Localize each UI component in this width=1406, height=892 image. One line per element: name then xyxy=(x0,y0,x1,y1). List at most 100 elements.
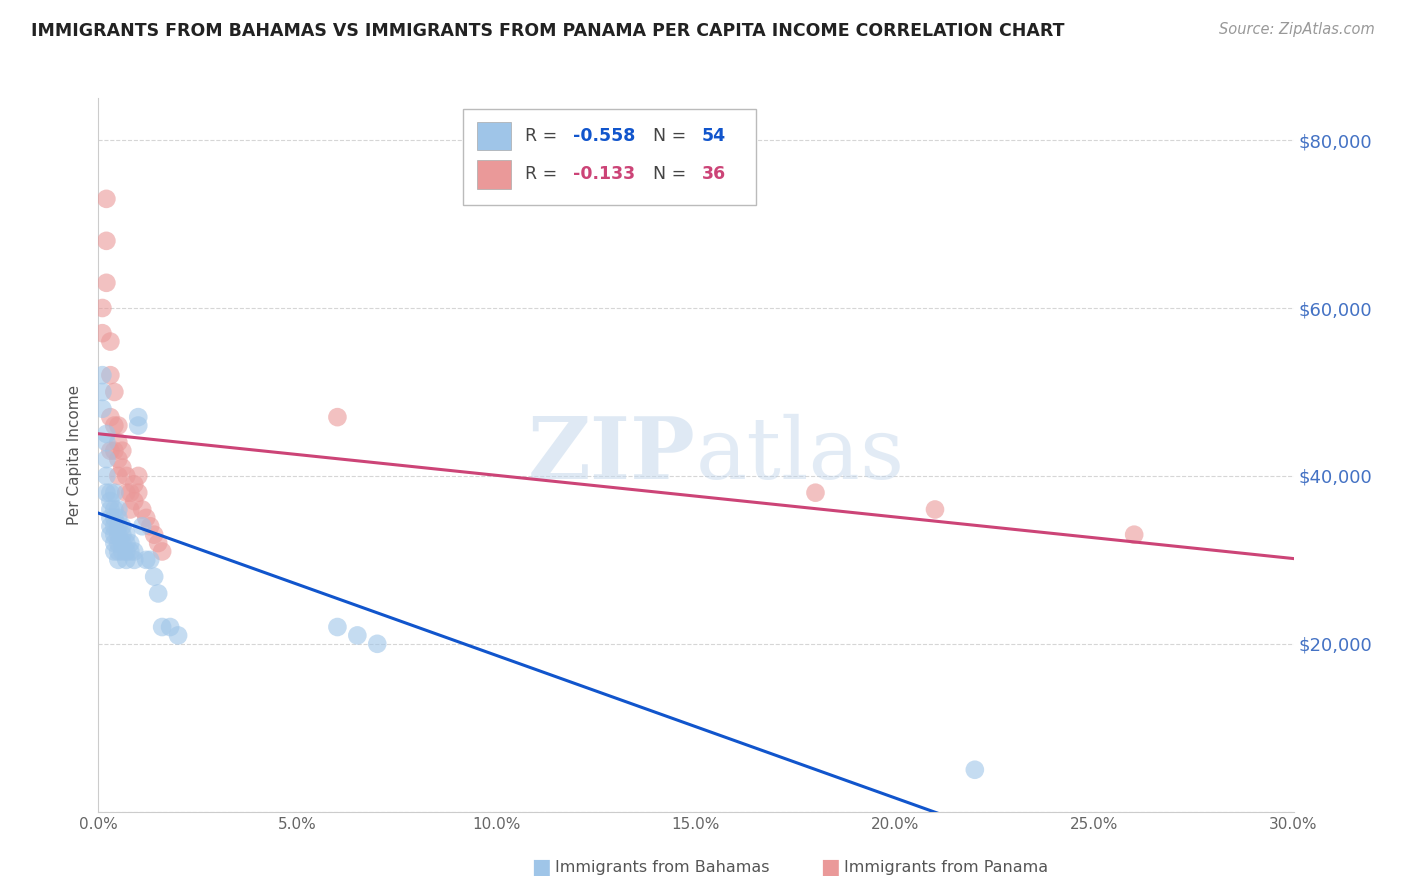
Text: ■: ■ xyxy=(531,857,551,877)
Point xyxy=(131,519,153,533)
Point xyxy=(115,544,138,558)
Point xyxy=(143,527,166,541)
Point xyxy=(103,536,125,550)
Point xyxy=(107,527,129,541)
Point xyxy=(103,502,125,516)
Point xyxy=(120,544,142,558)
Point xyxy=(96,469,118,483)
Point xyxy=(139,519,162,533)
Point xyxy=(963,763,986,777)
Point xyxy=(111,443,134,458)
Point xyxy=(107,502,129,516)
Point xyxy=(124,544,146,558)
Point xyxy=(107,452,129,467)
Point xyxy=(326,620,349,634)
Point xyxy=(103,418,125,433)
Point xyxy=(103,519,125,533)
Point xyxy=(96,485,118,500)
Point xyxy=(127,485,149,500)
Text: R =: R = xyxy=(524,166,562,184)
Point xyxy=(96,192,118,206)
Point xyxy=(135,553,157,567)
Text: IMMIGRANTS FROM BAHAMAS VS IMMIGRANTS FROM PANAMA PER CAPITA INCOME CORRELATION : IMMIGRANTS FROM BAHAMAS VS IMMIGRANTS FR… xyxy=(31,22,1064,40)
FancyBboxPatch shape xyxy=(477,161,510,189)
Point xyxy=(107,536,129,550)
Point xyxy=(111,527,134,541)
Point xyxy=(131,502,153,516)
Text: R =: R = xyxy=(524,127,562,145)
Point xyxy=(107,418,129,433)
Point xyxy=(115,527,138,541)
Point xyxy=(91,301,114,315)
Point xyxy=(111,460,134,475)
FancyBboxPatch shape xyxy=(477,121,510,150)
Point xyxy=(111,536,134,550)
Text: -0.133: -0.133 xyxy=(572,166,636,184)
Point xyxy=(96,452,118,467)
Point xyxy=(98,334,122,349)
Point xyxy=(96,234,118,248)
FancyBboxPatch shape xyxy=(463,109,756,205)
Point xyxy=(98,511,122,525)
Text: Source: ZipAtlas.com: Source: ZipAtlas.com xyxy=(1219,22,1375,37)
Point xyxy=(159,620,181,634)
Point xyxy=(167,628,190,642)
Point xyxy=(115,536,138,550)
Point xyxy=(139,553,162,567)
Point xyxy=(124,553,146,567)
Point xyxy=(98,485,122,500)
Point xyxy=(1123,527,1146,541)
Point xyxy=(98,368,122,383)
Point xyxy=(148,536,170,550)
Point xyxy=(107,544,129,558)
Point xyxy=(150,544,173,558)
Point xyxy=(124,494,146,508)
Point xyxy=(148,586,170,600)
Point xyxy=(115,553,138,567)
Point xyxy=(150,620,173,634)
Text: N =: N = xyxy=(643,166,692,184)
Point xyxy=(107,519,129,533)
Point xyxy=(804,485,827,500)
Point xyxy=(111,544,134,558)
Point xyxy=(103,511,125,525)
Point xyxy=(107,435,129,450)
Point xyxy=(366,637,388,651)
Point xyxy=(115,485,138,500)
Point xyxy=(96,276,118,290)
Point xyxy=(103,443,125,458)
Point xyxy=(120,485,142,500)
Point xyxy=(98,527,122,541)
Point xyxy=(107,553,129,567)
Point xyxy=(98,443,122,458)
Point xyxy=(115,469,138,483)
Point xyxy=(91,401,114,416)
Point xyxy=(111,519,134,533)
Y-axis label: Per Capita Income: Per Capita Income xyxy=(67,384,83,525)
Point xyxy=(107,511,129,525)
Point xyxy=(91,326,114,341)
Point xyxy=(91,368,114,383)
Point xyxy=(346,628,368,642)
Text: N =: N = xyxy=(643,127,692,145)
Point xyxy=(91,384,114,399)
Point xyxy=(135,511,157,525)
Point xyxy=(120,502,142,516)
Point xyxy=(98,502,122,516)
Point xyxy=(924,502,946,516)
Text: atlas: atlas xyxy=(696,413,905,497)
Point xyxy=(103,527,125,541)
Text: 54: 54 xyxy=(702,127,725,145)
Point xyxy=(103,485,125,500)
Point xyxy=(98,410,122,425)
Point xyxy=(120,536,142,550)
Point xyxy=(107,469,129,483)
Point xyxy=(326,410,349,425)
Point xyxy=(98,494,122,508)
Text: -0.558: -0.558 xyxy=(572,127,636,145)
Point xyxy=(103,544,125,558)
Point xyxy=(127,469,149,483)
Point xyxy=(124,477,146,491)
Point xyxy=(98,519,122,533)
Point xyxy=(127,410,149,425)
